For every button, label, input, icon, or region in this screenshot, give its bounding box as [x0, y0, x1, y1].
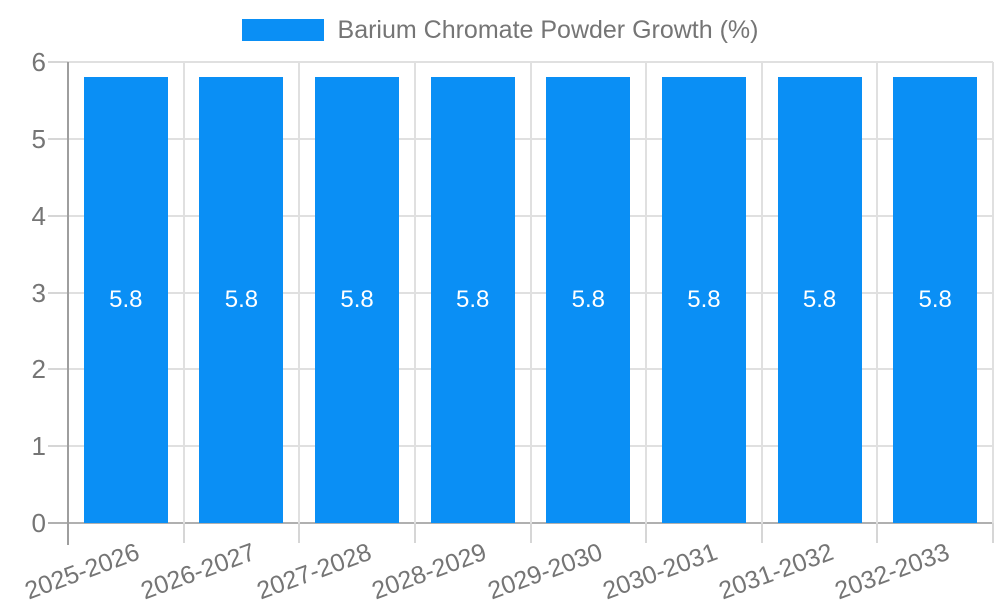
x-tick-label: 2032-2033 — [830, 538, 953, 600]
y-tick-label: 2 — [31, 354, 46, 385]
bar[interactable]: 5.8 — [315, 77, 400, 523]
x-gridline — [760, 62, 763, 523]
y-tick — [48, 368, 68, 371]
x-tick-label: 2027-2028 — [252, 538, 375, 600]
x-tick — [992, 523, 994, 543]
bar-value-label: 5.8 — [571, 286, 605, 314]
bar-value-label: 5.8 — [224, 286, 259, 314]
y-tick — [48, 137, 68, 140]
bar[interactable]: 5.8 — [83, 77, 168, 523]
x-gridline — [992, 62, 994, 523]
legend[interactable]: Barium Chromate Powder Growth (%) — [0, 16, 1000, 44]
y-axis-line — [67, 62, 69, 545]
y-tick-label: 6 — [31, 47, 46, 77]
x-gridline — [529, 62, 532, 523]
bar-value-label: 5.8 — [456, 286, 490, 314]
bar[interactable]: 5.8 — [893, 77, 978, 523]
x-tick — [413, 523, 416, 543]
bar-value-label: 5.8 — [109, 286, 143, 314]
y-tick — [48, 291, 68, 294]
x-gridline — [413, 62, 416, 523]
bar-value-label: 5.8 — [918, 286, 952, 314]
bar[interactable]: 5.8 — [430, 77, 515, 523]
bar[interactable]: 5.8 — [199, 77, 284, 523]
y-tick-label: 1 — [31, 431, 46, 462]
bar[interactable]: 5.8 — [546, 77, 631, 523]
y-tick-label: 0 — [31, 508, 46, 538]
legend-label: Barium Chromate Powder Growth (%) — [337, 16, 759, 44]
bar[interactable]: 5.8 — [777, 77, 862, 523]
x-tick — [182, 523, 185, 543]
x-tick-label: 2030-2031 — [599, 538, 722, 600]
bar-value-label: 5.8 — [687, 286, 721, 314]
x-tick-label: 2031-2032 — [715, 538, 838, 600]
bar-value-label: 5.8 — [340, 286, 374, 314]
y-tick — [48, 61, 68, 63]
y-tick — [48, 445, 68, 448]
legend-swatch — [241, 19, 324, 41]
x-tick-label: 2028-2029 — [368, 538, 491, 600]
y-tick — [48, 522, 68, 524]
x-tick — [760, 523, 763, 543]
x-tick-label: 2026-2027 — [137, 538, 260, 600]
x-tick — [529, 523, 532, 543]
x-tick-label: 2029-2030 — [483, 538, 606, 600]
x-tick-label: 2025-2026 — [21, 538, 144, 600]
y-tick-label: 5 — [31, 123, 46, 154]
x-gridline — [645, 62, 648, 523]
x-tick — [876, 523, 879, 543]
x-gridline — [876, 62, 879, 523]
bar-value-label: 5.8 — [802, 286, 837, 314]
bar[interactable]: 5.8 — [661, 77, 746, 523]
y-tick — [48, 214, 68, 217]
y-tick-label: 3 — [31, 277, 46, 308]
x-tick — [645, 523, 648, 543]
y-tick-label: 4 — [31, 200, 46, 231]
x-gridline — [182, 62, 185, 523]
x-gridline — [298, 62, 301, 523]
x-tick — [298, 523, 301, 543]
